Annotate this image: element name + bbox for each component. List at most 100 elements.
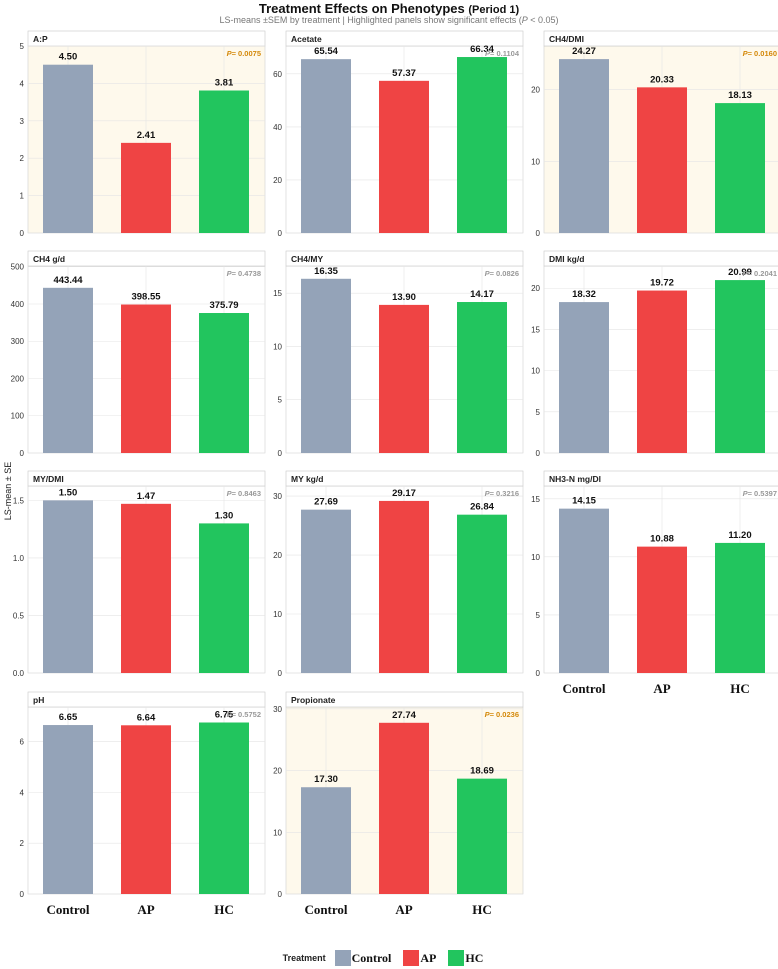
data-label: 4.50 <box>59 52 78 63</box>
chart-title-period: (Period 1) <box>468 4 520 16</box>
panel-nh3-n-mg-dl: NH3-N mg/Dl 0 5 10 15 14.15 10.88 11.20 P= 0.539… <box>531 470 778 696</box>
y-tick-label: 0.0 <box>13 669 25 678</box>
x-tick-label: Control <box>304 902 347 917</box>
bar-control <box>559 302 609 453</box>
data-label: 14.15 <box>572 496 596 507</box>
x-tick-label: Control <box>46 902 89 917</box>
y-tick-label: 0 <box>278 449 283 458</box>
panel-strip <box>285 250 524 267</box>
panel-strip <box>27 250 266 267</box>
chart-subtitle-p: P <box>521 15 528 25</box>
bar-control <box>301 509 351 673</box>
bar-hc <box>457 57 507 233</box>
p-value: = 0.0236 <box>490 710 519 719</box>
p-value-label: P= 0.2041 <box>743 269 777 278</box>
y-tick-label: 4 <box>20 79 25 88</box>
legend-swatch-ap <box>403 950 420 966</box>
y-tick-label: 10 <box>273 610 282 619</box>
panel-strip <box>285 470 524 487</box>
y-tick-label: 0 <box>278 669 283 678</box>
data-label: 398.55 <box>131 292 161 303</box>
legend-label-ap: AP <box>420 950 437 965</box>
data-label: 6.65 <box>59 712 78 723</box>
data-label: 11.20 <box>728 530 751 541</box>
legend-item-ap: AP <box>403 950 436 966</box>
data-label: 57.37 <box>392 68 416 79</box>
panel-ch4-g-d: CH4 g/d 0 100 200 300 400 500 443.44 398.55 375.7… <box>11 250 266 458</box>
bar-control <box>43 287 93 453</box>
bar-ap <box>121 725 171 894</box>
p-value-label: P= 0.1104 <box>485 49 520 58</box>
y-tick-label: 30 <box>273 705 282 714</box>
bar-ap <box>379 80 429 234</box>
panel-acetate: Acetate 0 20 40 60 65.54 57.37 66.34P= 0.1104 <box>273 30 524 238</box>
panel-a-p: A:P 0 1 2 3 4 5 4.50 2.41 3.81 P= 0.0075 <box>20 30 266 238</box>
data-label: 16.35 <box>314 266 338 277</box>
y-tick-label: 0.5 <box>13 611 25 620</box>
p-value: = 0.8463 <box>232 489 261 498</box>
y-tick-label: 1.5 <box>13 496 25 505</box>
data-label: 26.84 <box>470 502 494 513</box>
bar-control <box>559 59 609 233</box>
chart-title-main: Treatment Effects on Phenotypes <box>258 1 465 16</box>
y-tick-label: 10 <box>531 367 540 376</box>
bar-hc <box>715 542 765 673</box>
y-tick-label: 400 <box>11 300 25 309</box>
y-tick-label: 15 <box>531 325 540 334</box>
y-tick-label: 5 <box>536 408 541 417</box>
y-tick-label: 20 <box>273 767 282 776</box>
y-tick-label: 6 <box>20 738 25 747</box>
legend-swatch-hc <box>448 950 465 966</box>
p-value: = 0.0826 <box>490 269 519 278</box>
p-value: = 0.0160 <box>748 49 777 58</box>
p-value: = 0.1104 <box>490 49 520 58</box>
data-label: 375.79 <box>209 300 238 311</box>
data-label: 3.81 <box>215 78 234 89</box>
p-symbol: P <box>743 489 749 498</box>
data-label: 6.64 <box>137 712 156 723</box>
panel-title: A:P <box>33 34 48 44</box>
panel-ph: pH 0 2 4 6 6.65 6.64 6.75P= 0.5752 Control AP HC <box>20 691 266 917</box>
y-tick-label: 10 <box>531 553 540 562</box>
x-tick-label: HC <box>730 681 750 696</box>
y-tick-label: 4 <box>20 788 25 797</box>
y-tick-label: 100 <box>11 412 25 421</box>
p-value: = 0.2041 <box>748 269 777 278</box>
x-tick-label: AP <box>137 902 154 917</box>
panel-strip <box>27 30 266 47</box>
bar-control <box>43 500 93 673</box>
data-label: 13.90 <box>392 292 416 303</box>
data-label: 2.41 <box>137 130 156 141</box>
data-label: 29.17 <box>392 488 416 499</box>
legend-item-hc: HC <box>448 950 483 966</box>
y-tick-label: 30 <box>273 492 282 501</box>
y-tick-label: 5 <box>278 396 283 405</box>
bar-hc <box>457 302 507 453</box>
panel-strip <box>543 470 778 487</box>
panel-ch4-dmi: CH4/DMI 0 10 20 24.27 20.33 18.13 P= 0.0160 <box>531 30 778 238</box>
panel-strip <box>285 691 524 708</box>
legend-label-control: Control <box>351 950 392 965</box>
data-label: 18.13 <box>728 90 752 101</box>
p-symbol: P <box>485 489 491 498</box>
panel-title: CH4/MY <box>291 254 323 264</box>
chart-subtitle-threshold: < 0.05) <box>527 15 559 25</box>
p-value: = 0.5752 <box>232 710 261 719</box>
bar-ap <box>121 142 171 233</box>
y-tick-label: 0 <box>278 229 283 238</box>
y-tick-label: 5 <box>536 611 541 620</box>
panel-my-kg-d: MY kg/d 0 10 20 30 27.69 29.17 26.84 P= 0.3216 <box>273 470 524 678</box>
bar-ap <box>121 503 171 673</box>
p-value-label: P= 0.5397 <box>743 489 777 498</box>
y-tick-label: 10 <box>531 157 540 166</box>
p-symbol: P <box>227 489 233 498</box>
p-symbol: P <box>743 49 749 58</box>
y-tick-label: 2 <box>20 839 25 848</box>
panel-my-dmi: MY/DMI 0.0 0.5 1.0 1.5 1.50 1.47 1.30 P= 0.8463 <box>13 470 266 678</box>
panel-strip <box>27 691 266 708</box>
bar-control <box>43 64 93 233</box>
panel-strip <box>543 250 778 267</box>
data-label: 443.44 <box>53 275 83 286</box>
x-tick-label: AP <box>653 681 670 696</box>
y-tick-label: 0 <box>536 669 541 678</box>
